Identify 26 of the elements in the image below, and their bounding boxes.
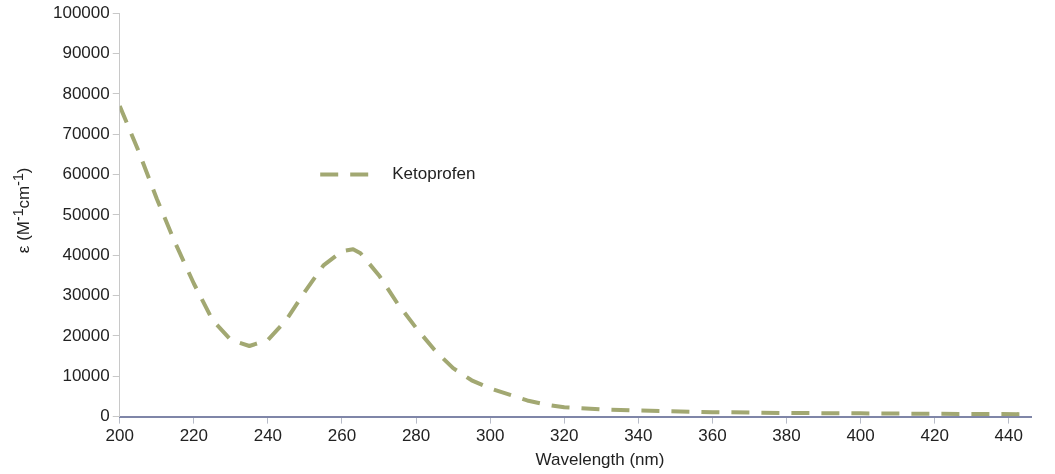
- y-tick-label: 40000: [62, 244, 110, 264]
- x-tick-label: 320: [550, 426, 579, 446]
- x-tick-label: 440: [994, 426, 1023, 446]
- y-tick-label: 80000: [62, 83, 110, 103]
- y-tick-label: 70000: [62, 123, 110, 143]
- x-tick-label: 420: [920, 426, 949, 446]
- y-tick-label: 90000: [62, 43, 110, 63]
- legend-label: Ketoprofen: [392, 164, 476, 184]
- x-tick-label: 200: [105, 426, 134, 446]
- x-tick-label: 360: [698, 426, 727, 446]
- y-tick-label: 50000: [62, 204, 110, 224]
- y-tick-label: 20000: [62, 325, 110, 345]
- x-tick-label: 300: [475, 426, 505, 446]
- y-tick-label: 10000: [62, 365, 110, 385]
- x-tick-label: 340: [624, 426, 653, 446]
- x-tick-label: 280: [401, 426, 431, 446]
- x-tick-label: 240: [253, 426, 283, 446]
- y-tick-label: 0: [100, 406, 110, 426]
- y-tick-label: 30000: [62, 285, 110, 305]
- x-tick-label: 220: [179, 426, 208, 446]
- x-axis-title: Wavelength (nm): [534, 450, 666, 470]
- y-tick-label: 100000: [52, 2, 110, 22]
- x-tick-label: 260: [327, 426, 357, 446]
- y-tick-label: 60000: [62, 164, 110, 184]
- x-tick-label: 400: [846, 426, 875, 446]
- x-tick-label: 380: [772, 426, 801, 446]
